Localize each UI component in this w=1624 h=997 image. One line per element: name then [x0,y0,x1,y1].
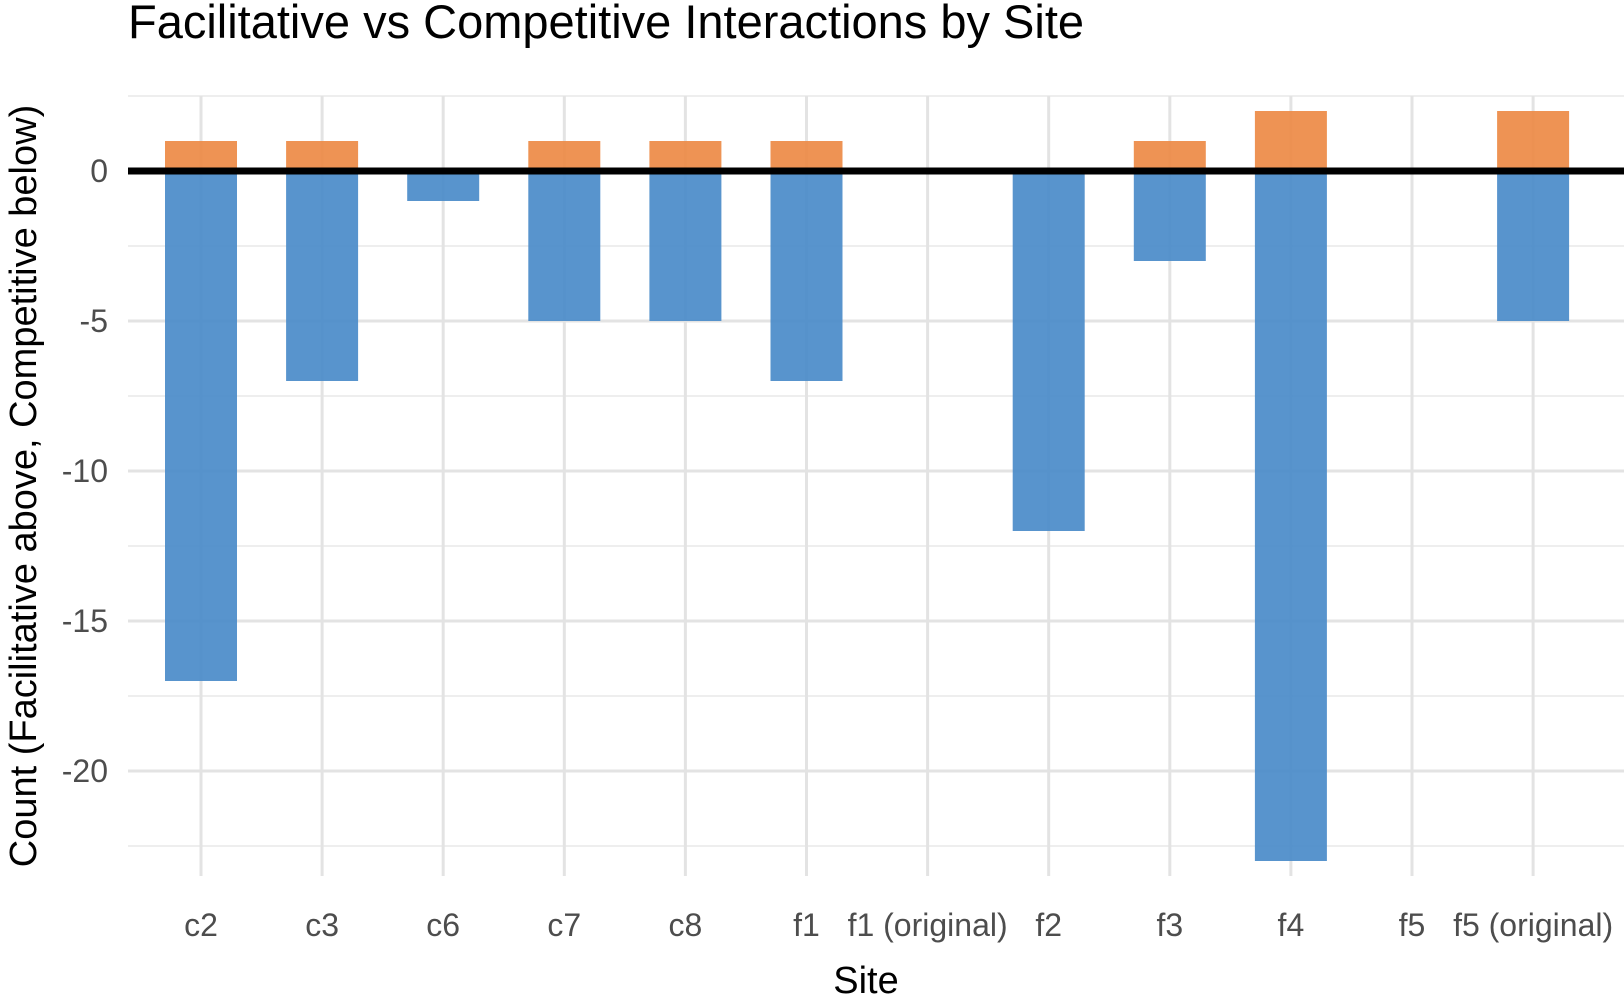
x-tick-labels: c2 c3 c6 c7 c8 f1 f1 (original) f2 f3 f4 f5 f5 (ori… [184,907,1613,943]
x-axis-title: Site [833,960,898,997]
bar-competitive-c2 [165,171,237,681]
y-tick-label: -10 [62,453,108,489]
x-tick-label: f5 (original) [1453,907,1613,943]
x-tick-label: f3 [1156,907,1183,943]
bar-competitive-f1 [770,171,843,381]
bar-facilitative-f3 [1133,141,1206,171]
bar-facilitative-f4 [1254,111,1327,171]
bar-competitive-f3 [1133,171,1206,261]
x-tick-label: f1 (original) [848,907,1008,943]
x-tick-label: f2 [1035,907,1062,943]
bar-facilitative-c8 [649,141,722,171]
bar-facilitative-f1 [770,141,843,171]
bar-competitive-c8 [649,171,722,321]
bar-competitive-f5-original [1497,171,1570,321]
bar-facilitative-c3 [286,141,359,171]
y-tick-labels: 0 -5 -10 -15 -20 [62,153,108,789]
y-tick-label: -15 [62,603,108,639]
x-tick-label: c6 [426,907,460,943]
x-tick-label: f5 [1399,907,1426,943]
y-tick-label: -5 [80,303,108,339]
y-tick-label: -20 [62,753,108,789]
bars [165,111,1570,861]
x-tick-label: c3 [305,907,339,943]
bar-competitive-c6 [407,171,480,201]
chart-title: Facilitative vs Competitive Interactions… [128,0,1085,48]
bar-competitive-c3 [286,171,359,381]
y-tick-label: 0 [90,153,108,189]
x-tick-label: c8 [669,907,703,943]
x-tick-label: c2 [184,907,218,943]
x-tick-label: f1 [793,907,820,943]
bar-competitive-f2 [1012,171,1085,531]
bar-competitive-c7 [528,171,601,321]
y-axis-title: Count (Facilitative above, Competitive b… [3,105,45,867]
bar-facilitative-c7 [528,141,601,171]
x-tick-label: f4 [1278,907,1305,943]
x-tick-label: c7 [547,907,581,943]
bar-facilitative-f5-original [1497,111,1570,171]
bar-facilitative-c2 [165,141,237,171]
bar-competitive-f4 [1254,171,1327,861]
